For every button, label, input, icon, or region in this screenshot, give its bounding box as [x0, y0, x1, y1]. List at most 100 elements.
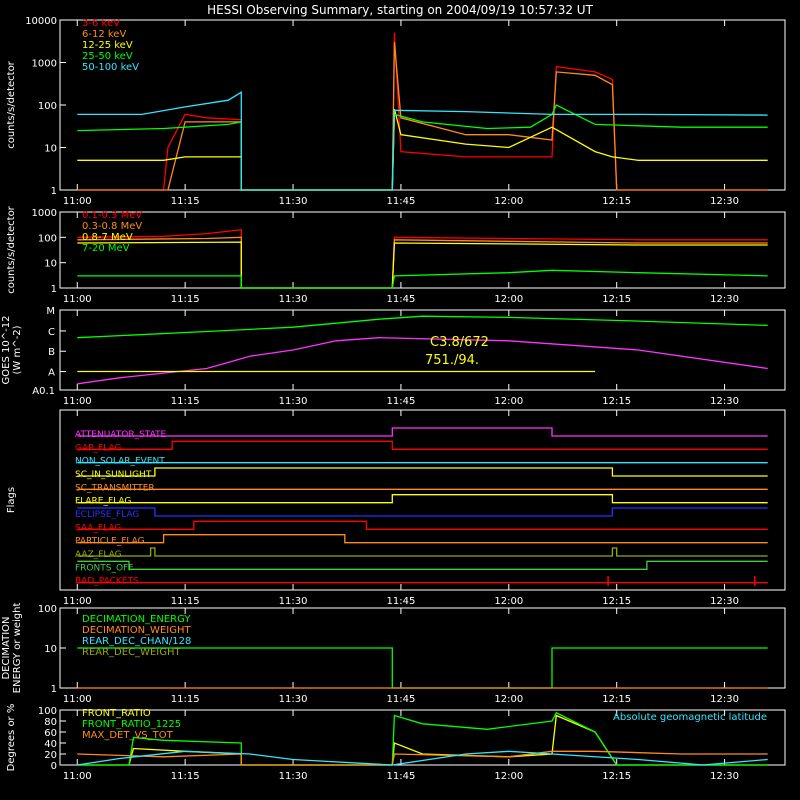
series-particle_flag [77, 534, 768, 544]
flags-xtick-label: 12:00 [494, 596, 523, 607]
flag-label: BAD_PACKETS [75, 577, 139, 587]
decimation-ylabel: DECIMATION [1, 616, 12, 679]
ratios-ytick-label: 20 [44, 750, 57, 761]
legend-entry: 25-50 keV [82, 51, 133, 62]
legend-entry: 0.8-7 MeV [82, 232, 133, 243]
flag-label: AAZ_FLAG [75, 550, 122, 560]
series-25-50-kev [77, 104, 768, 191]
flag-label: FLARE_FLAG [75, 497, 131, 507]
goes-xtick-label: 12:30 [710, 396, 739, 407]
gamma-frame [59, 211, 786, 289]
series-gap_flag [77, 440, 768, 450]
legend-entry: DECIMATION_WEIGHT [82, 625, 191, 636]
ratios-ylabel: Degrees or % [6, 704, 17, 772]
lightcurve-frame [59, 19, 786, 191]
series-fronts_off [77, 560, 768, 570]
decimation-xtick-label: 11:00 [63, 694, 92, 705]
goes-frame [59, 309, 786, 391]
geomag-annotation: Absolute geomagnetic latitude [613, 712, 767, 723]
goes-ylabel: (W m^-2) [12, 325, 23, 374]
goes-ytick-label: B [48, 347, 55, 358]
flags-xtick-label: 11:30 [279, 596, 308, 607]
flags-panel: 11:00 11:15 11:30 11:45 12:00 12:15 12:30 Flags… [6, 409, 786, 607]
decimation-ytick-label: 10 [44, 644, 57, 655]
flag-label: FRONTS_OFF [75, 563, 133, 573]
lightcurve-ytick-label: 10000 [25, 16, 57, 27]
goes-xtick-label: 11:45 [387, 396, 416, 407]
series-max-det-vs-tot [77, 750, 768, 766]
ratios-xtick-label: 12:30 [710, 771, 739, 782]
legend-entry: 6-12 keV [82, 29, 126, 40]
ratios-xtick-label: 11:45 [387, 771, 416, 782]
decimation-xtick-label: 12:00 [494, 694, 523, 705]
legend-entry: 0.1-0.3 MeV [82, 210, 142, 221]
gamma-ytick-label: 1000 [32, 208, 57, 219]
series-long [77, 315, 768, 339]
goes-ytick-label: C [48, 327, 55, 338]
lightcurve-panel: 11:00 11:15 11:30 11:45 12:00 12:15 12:30 1 10 10… [6, 16, 786, 207]
series-3-6-kev [77, 32, 768, 191]
goes-xtick-label: 12:00 [494, 396, 523, 407]
gamma-ylabel: counts/s/detector [6, 205, 17, 293]
gamma-panel: 11:00 11:15 11:30 11:45 12:00 12:15 12:30 1 10 10… [6, 205, 786, 305]
ratios-frame [59, 709, 786, 766]
lightcurve-xtick-label: 12:30 [710, 196, 739, 207]
decimation-ytick-label: 1 [51, 684, 57, 695]
legend-entry: DECIMATION_ENERGY [82, 614, 191, 625]
gamma-xtick-label: 11:30 [279, 294, 308, 305]
flags-ylabel: Flags [6, 487, 17, 513]
decimation-xtick-label: 11:15 [171, 694, 200, 705]
goes-xtick-label: 12:15 [602, 396, 631, 407]
flags-xtick-label: 12:30 [710, 596, 739, 607]
series-front-ratio-1225 [77, 711, 768, 766]
flags-xtick-label: 11:00 [63, 596, 92, 607]
ratios-xtick-label: 12:00 [494, 771, 523, 782]
ratios-ytick-label: 80 [44, 717, 57, 728]
series-geomag [77, 750, 768, 766]
series-aaz_flag [77, 547, 768, 557]
series-0-8-7-mev [77, 241, 768, 289]
decimation-xtick-label: 11:30 [279, 694, 308, 705]
legend-entry: REAR_DEC_WEIGHT [82, 647, 181, 658]
decimation-panel: 11:00 11:15 11:30 11:45 12:00 12:15 12:30 1 10 10… [1, 603, 786, 705]
series-saa_flag [77, 520, 768, 530]
lightcurve-ytick-label: 1000 [32, 59, 57, 70]
ratios-ytick-label: 0 [51, 761, 57, 772]
ratios-ytick-label: 60 [44, 728, 57, 739]
decimation-ytick-label: 100 [38, 604, 57, 615]
lightcurve-xtick-label: 11:30 [279, 196, 308, 207]
goes-xtick-label: 11:15 [171, 396, 200, 407]
series-decimation-energy [77, 647, 768, 689]
ratios-ytick-label: 100 [38, 706, 57, 717]
flag-label: SAA_FLAG [75, 523, 121, 533]
gamma-xtick-label: 11:00 [63, 294, 92, 305]
lightcurve-ytick-label: 100 [38, 101, 57, 112]
flags-xtick-label: 12:15 [602, 596, 631, 607]
ratios-xtick-label: 12:15 [602, 771, 631, 782]
series-short [77, 337, 768, 385]
lightcurve-xtick-label: 11:45 [387, 196, 416, 207]
goes-xtick-label: 11:30 [279, 396, 308, 407]
gamma-xtick-label: 12:30 [710, 294, 739, 305]
gamma-xtick-label: 12:15 [602, 294, 631, 305]
flag-label: ATTENUATOR_STATE [75, 430, 167, 440]
legend-entry: REAR_DEC_CHAN/128 [82, 636, 191, 647]
lightcurve-xtick-label: 11:00 [63, 196, 92, 207]
flag-label: ECLIPSE_FLAG [75, 510, 139, 520]
ratios-panel: 11:00 11:15 11:30 11:45 12:00 12:15 12:30 02040… [6, 704, 786, 782]
series-eclipse_flag [77, 507, 768, 517]
legend-entry: FRONT_RATIO_1225 [82, 719, 181, 730]
legend-entry: 3-6 keV [82, 18, 120, 29]
series-sc_in_sunlight [77, 467, 768, 477]
lightcurve-ytick-label: 1 [51, 186, 57, 197]
flag-label: SC_IN_SUNLIGHT [75, 470, 152, 480]
lightcurve-xtick-label: 12:15 [602, 196, 631, 207]
legend-entry: 12-25 keV [82, 40, 133, 51]
ratios-xtick-label: 11:00 [63, 771, 92, 782]
gamma-xtick-label: 11:15 [171, 294, 200, 305]
flag-label: SC_TRANSMITTER [75, 483, 155, 493]
goes-ylabel: GOES 10^-12 [1, 316, 12, 385]
flags-xtick-label: 11:45 [387, 596, 416, 607]
lightcurve-ylabel: counts/s/detector [6, 60, 17, 148]
